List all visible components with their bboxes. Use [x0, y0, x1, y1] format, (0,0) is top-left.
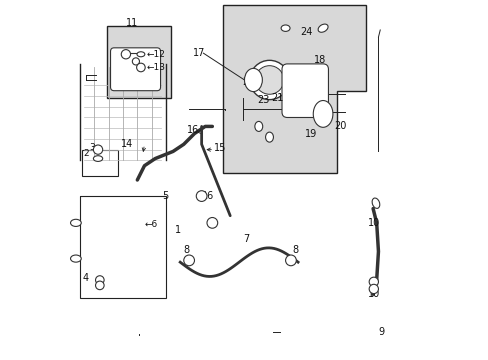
Text: 15: 15: [214, 143, 226, 153]
Text: 18: 18: [313, 55, 326, 65]
Text: ←6: ←6: [144, 220, 158, 229]
Text: 17: 17: [192, 48, 204, 58]
Text: ←12: ←12: [146, 50, 165, 59]
Circle shape: [93, 145, 102, 154]
Circle shape: [285, 255, 296, 266]
Circle shape: [368, 277, 378, 287]
Text: 20: 20: [333, 121, 346, 131]
Circle shape: [121, 50, 130, 59]
Circle shape: [196, 191, 206, 202]
Text: 8: 8: [292, 245, 298, 255]
Text: 21: 21: [271, 93, 283, 103]
Text: 9: 9: [378, 327, 384, 337]
Polygon shape: [223, 5, 365, 173]
Circle shape: [183, 255, 194, 266]
Ellipse shape: [318, 24, 327, 32]
Circle shape: [136, 63, 145, 72]
FancyBboxPatch shape: [80, 196, 165, 298]
Text: 23: 23: [257, 95, 269, 105]
Ellipse shape: [281, 25, 289, 31]
Text: 16: 16: [201, 191, 213, 201]
FancyBboxPatch shape: [82, 150, 118, 176]
Text: 5: 5: [162, 191, 168, 201]
Text: 19: 19: [305, 129, 317, 139]
Ellipse shape: [313, 100, 332, 127]
Text: 3→: 3→: [89, 143, 102, 152]
Text: ←13: ←13: [146, 63, 165, 72]
Circle shape: [368, 284, 378, 294]
Circle shape: [255, 66, 283, 94]
Circle shape: [95, 281, 104, 290]
Circle shape: [206, 217, 217, 228]
FancyBboxPatch shape: [282, 64, 328, 117]
Ellipse shape: [244, 68, 262, 91]
Text: 7: 7: [242, 234, 248, 244]
Text: 16: 16: [187, 125, 199, 135]
FancyBboxPatch shape: [110, 48, 160, 91]
Ellipse shape: [371, 198, 379, 208]
Text: 24: 24: [299, 27, 312, 37]
FancyBboxPatch shape: [107, 26, 171, 98]
Text: 11: 11: [125, 18, 138, 28]
Text: 4: 4: [83, 273, 89, 283]
Ellipse shape: [70, 219, 81, 226]
Ellipse shape: [254, 121, 262, 131]
Ellipse shape: [137, 52, 144, 57]
Text: 1: 1: [175, 225, 181, 235]
Circle shape: [95, 276, 104, 284]
Text: 10: 10: [367, 218, 379, 228]
Text: 22: 22: [242, 77, 255, 87]
Ellipse shape: [70, 255, 81, 262]
Ellipse shape: [265, 132, 273, 142]
Text: 8: 8: [183, 245, 189, 255]
Text: 2: 2: [83, 149, 88, 158]
Circle shape: [294, 73, 323, 102]
Circle shape: [249, 60, 288, 100]
Ellipse shape: [93, 156, 102, 161]
Circle shape: [132, 58, 139, 65]
Text: 14: 14: [121, 139, 133, 149]
Text: 10: 10: [367, 289, 379, 299]
